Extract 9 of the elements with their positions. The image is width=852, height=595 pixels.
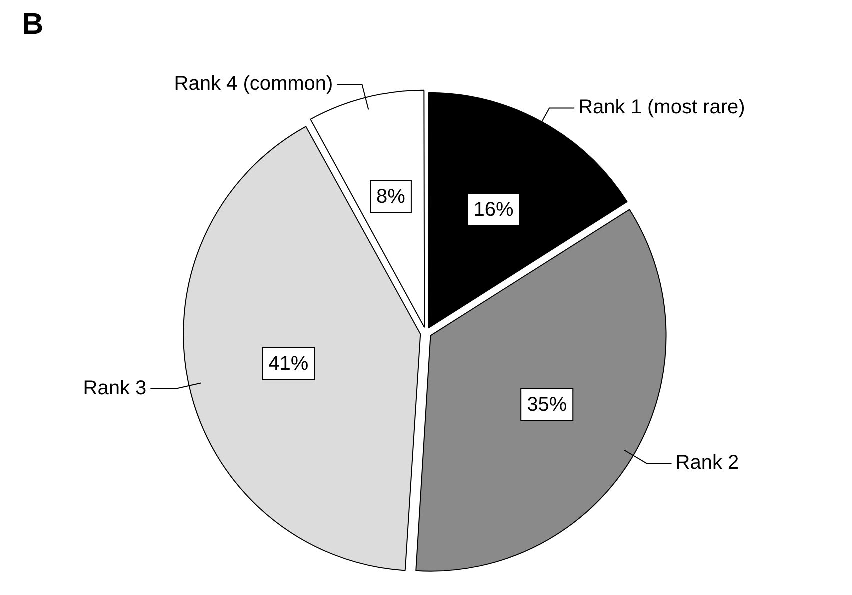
- chart-title: B: [22, 8, 44, 42]
- slice-label: Rank 4 (common): [174, 73, 334, 96]
- data-label: 41%: [268, 353, 309, 376]
- data-label: 16%: [474, 199, 514, 222]
- slice-label: Rank 2: [676, 452, 740, 474]
- slice-label: Rank 1 (most rare): [578, 96, 746, 119]
- data-label: 35%: [527, 394, 568, 416]
- slice-label: Rank 3: [83, 377, 147, 400]
- data-label: 8%: [376, 186, 406, 208]
